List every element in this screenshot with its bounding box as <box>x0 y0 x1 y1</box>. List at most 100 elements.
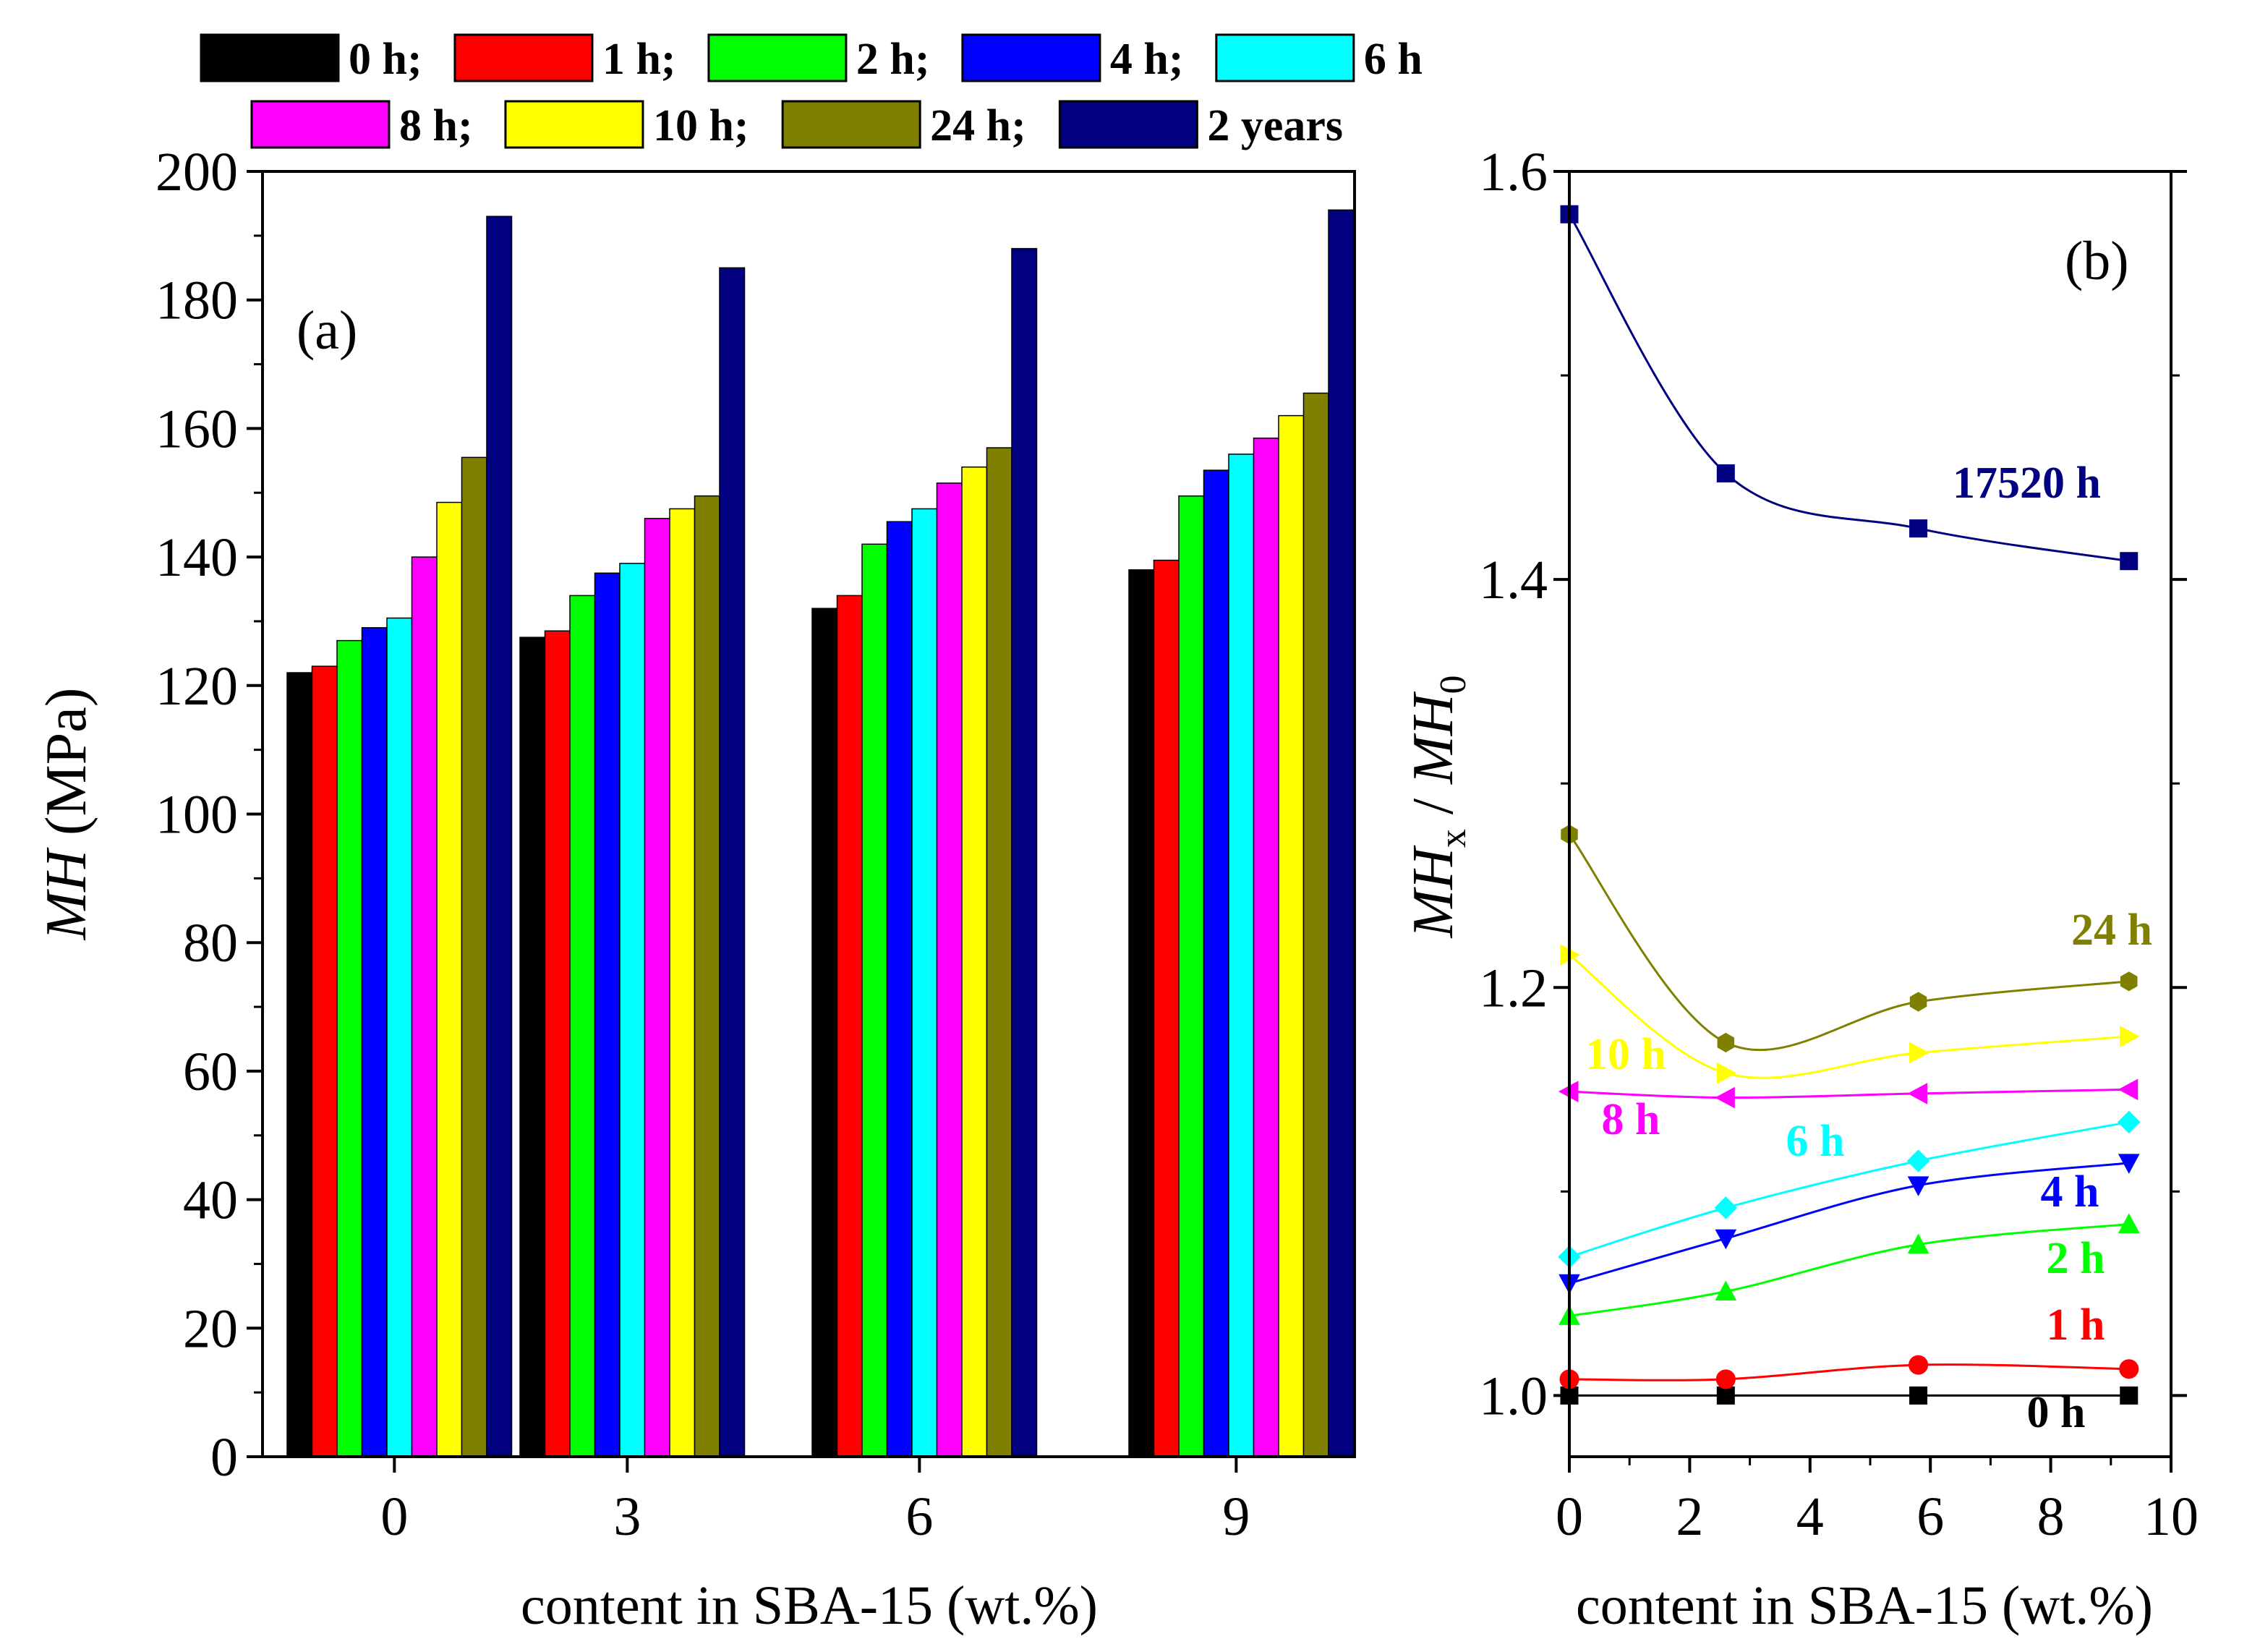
point-1-h-2 <box>1909 1355 1929 1375</box>
legend-label-6-h: 6 h <box>1364 35 1423 84</box>
bar-8-h-3 <box>644 518 670 1457</box>
point-0-h-2 <box>1909 1386 1928 1405</box>
bar-2-h-6 <box>861 543 888 1457</box>
point-2-h-1 <box>1715 1280 1737 1301</box>
panel-a-x-axis-label: content in SBA-15 (wt.%) <box>521 1575 1098 1636</box>
series-2-h: 2 h <box>1558 1213 2140 1325</box>
point-1-h-3 <box>2119 1359 2139 1379</box>
point-4-h-2 <box>1907 1176 1929 1196</box>
bar-10-h-9 <box>1278 414 1305 1457</box>
y-tick-label-200: 200 <box>155 142 238 203</box>
point-17520-h-3 <box>2120 552 2139 571</box>
bar-24-h-0 <box>461 456 487 1457</box>
panel-b-y-axis-label-denominator: MH <box>1402 691 1465 785</box>
y-tick-label-0: 0 <box>210 1427 238 1488</box>
bar-24-h-9 <box>1302 392 1329 1457</box>
legend-swatch-10-h <box>504 100 644 149</box>
panel-b-y-axis-label: MHx / MH0 <box>1402 675 1474 938</box>
point-2-h-3 <box>2118 1213 2140 1233</box>
bar-24-h-6 <box>986 447 1012 1457</box>
bar-6-h-3 <box>619 563 646 1457</box>
point-24-h-1 <box>1717 1032 1735 1052</box>
legend-swatch-2-h <box>707 33 848 82</box>
point-6-h-2 <box>1906 1149 1930 1172</box>
x-tick-label-6: 6 <box>905 1486 933 1547</box>
y-tick-label-140: 140 <box>155 527 238 588</box>
b-y-tick-label-1.2: 1.2 <box>1479 958 1548 1018</box>
y-tick-label-100: 100 <box>155 785 238 846</box>
point-10-h-2 <box>1909 1042 1929 1064</box>
panel-a-y-axis-label-quantity: MH <box>35 847 98 941</box>
bar-10-h-0 <box>436 501 463 1457</box>
panel-a: 0 3 6 9 0 20 40 60 80 100 120 140 160 180 200 (a) cont… <box>35 142 1356 1636</box>
bar-6-h-0 <box>386 617 413 1457</box>
bar-4-h-3 <box>594 572 621 1457</box>
point-6-h-3 <box>2118 1110 2141 1134</box>
legend-label-0-h: 0 h; <box>349 35 422 84</box>
legend-swatch-0-h <box>200 33 340 82</box>
legend-swatch-1-h <box>453 33 594 82</box>
x-tick-label-0: 0 <box>380 1486 408 1547</box>
bar-2-years-9 <box>1328 209 1355 1457</box>
legend-label-24-h: 24 h; <box>930 101 1026 150</box>
point-6-h-1 <box>1714 1196 1738 1219</box>
y-tick-label-80: 80 <box>183 913 238 974</box>
bar-0-h-6 <box>811 608 838 1457</box>
series-10-h: 10 h <box>1560 944 2140 1084</box>
legend-swatch-8-h <box>250 100 391 149</box>
bar-4-h-6 <box>886 521 913 1457</box>
b-y-tick-label-1.4: 1.4 <box>1479 550 1548 610</box>
series-4-h: 4 h <box>1558 1154 2140 1295</box>
series-label-2-h: 2 h <box>2047 1234 2105 1283</box>
b-y-tick-label-1.6: 1.6 <box>1479 142 1548 203</box>
bar-4-h-9 <box>1203 469 1229 1457</box>
panel-a-label: (a) <box>297 300 357 361</box>
legend-swatch-6-h <box>1215 33 1355 82</box>
series-label-24-h: 24 h <box>2071 906 2152 955</box>
legend-label-8-h: 8 h; <box>399 101 473 150</box>
legend-label-4-h: 4 h; <box>1110 35 1184 84</box>
b-x-tick-label-0: 0 <box>1556 1486 1583 1547</box>
series-6-h: 6 h <box>1558 1110 2141 1269</box>
legend-label-2-h: 2 h; <box>856 35 930 84</box>
legend-label-10-h: 10 h; <box>653 101 749 150</box>
line-2-h <box>1569 1222 2129 1317</box>
bar-0-h-0 <box>286 672 313 1457</box>
x-tick-label-3: 3 <box>613 1486 641 1547</box>
bar-2-h-0 <box>336 639 363 1457</box>
point-17520-h-2 <box>1909 519 1928 538</box>
point-17520-h-1 <box>1716 464 1735 482</box>
bar-2-h-9 <box>1178 495 1205 1457</box>
series-label-6-h: 6 h <box>1786 1117 1845 1166</box>
series-label-4-h: 4 h <box>2041 1167 2099 1217</box>
series-24-h: 24 h <box>1561 825 2152 1052</box>
series-label-0-h: 0 h <box>2027 1388 2086 1437</box>
series-label-10-h: 10 h <box>1585 1030 1666 1079</box>
y-tick-label-60: 60 <box>183 1042 238 1102</box>
b-x-tick-label-10: 10 <box>2144 1486 2199 1547</box>
line-10-h <box>1569 953 2129 1079</box>
b-x-tick-label-2: 2 <box>1676 1486 1703 1547</box>
point-24-h-3 <box>2120 971 2138 992</box>
bar-24-h-3 <box>694 495 720 1457</box>
series-label-8-h: 8 h <box>1602 1095 1660 1144</box>
b-x-tick-label-6: 6 <box>1916 1486 1944 1547</box>
bar-1-h-9 <box>1153 559 1180 1457</box>
bar-0-h-9 <box>1128 569 1155 1457</box>
bar-6-h-9 <box>1228 454 1255 1457</box>
b-y-tick-label-1: 1.0 <box>1479 1366 1548 1426</box>
panel-b-label: (b) <box>2065 231 2129 291</box>
bar-1-h-6 <box>836 595 863 1457</box>
point-0-h-1 <box>1716 1386 1735 1405</box>
panel-a-y-axis-label-unit: (MPa) <box>35 688 98 850</box>
line-6-h <box>1569 1120 2130 1259</box>
series-8-h: 8 h <box>1558 1078 2139 1144</box>
point-10-h-3 <box>2120 1026 2140 1047</box>
line-4-h <box>1569 1162 2129 1285</box>
point-4-h-1 <box>1715 1229 1737 1250</box>
legend: 0 h; 1 h; 2 h; 4 h; 6 h 8 h; 10 h; 24 h; 2 years <box>200 33 1423 150</box>
bar-10-h-6 <box>961 466 988 1457</box>
bar-1-h-3 <box>544 630 571 1457</box>
panel-a-bars <box>286 209 1355 1457</box>
